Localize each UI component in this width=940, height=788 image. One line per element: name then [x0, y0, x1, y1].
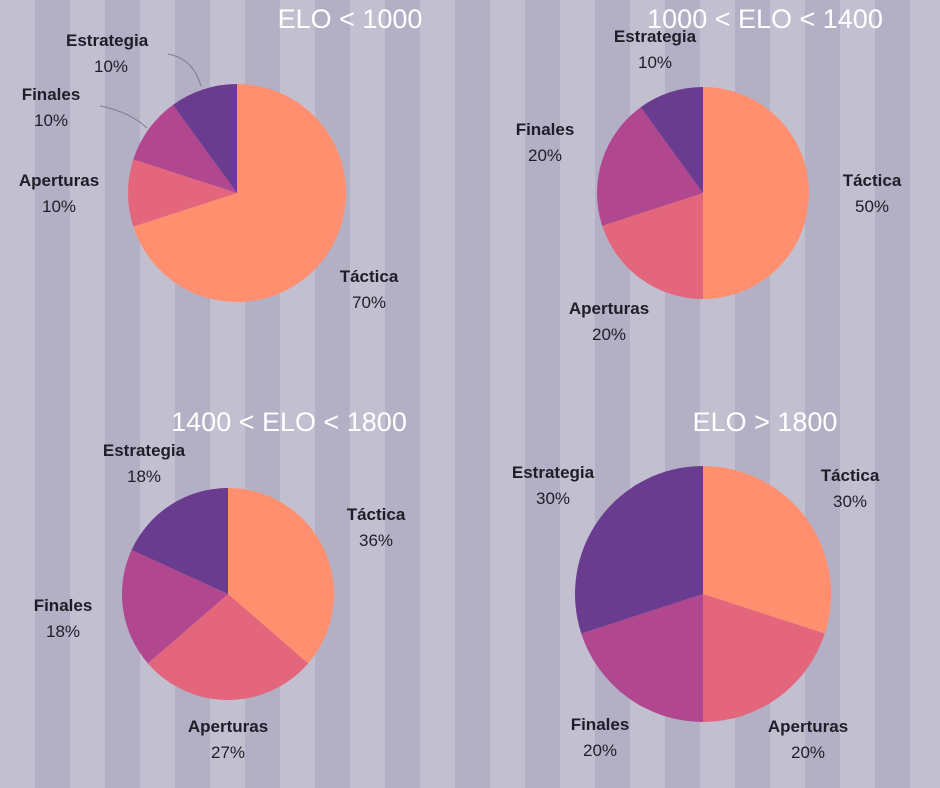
percent-tactica: 30% — [833, 492, 867, 511]
percent-estrategia: 10% — [94, 57, 128, 76]
label-tactica: Táctica — [347, 505, 406, 524]
percent-aperturas: 10% — [42, 197, 76, 216]
percent-finales: 18% — [46, 622, 80, 641]
percent-aperturas: 20% — [592, 325, 626, 344]
pie-chart-elo-1400-1800: 1400 < ELO < 1800 Estrategia 18% Táctica… — [34, 407, 407, 762]
label-tactica: Táctica — [821, 466, 880, 485]
label-aperturas: Aperturas — [768, 717, 848, 736]
percent-finales: 20% — [583, 741, 617, 760]
percent-aperturas: 20% — [791, 743, 825, 762]
pie-slice-finales — [133, 104, 237, 193]
percent-estrategia: 10% — [638, 53, 672, 72]
pie-slice-estrategia — [574, 466, 703, 634]
label-estrategia: Estrategia — [103, 441, 186, 460]
pie-slice-finales — [122, 549, 228, 664]
percent-tactica: 70% — [352, 293, 386, 312]
pie-slice-finales — [581, 594, 703, 722]
percent-estrategia: 30% — [536, 489, 570, 508]
pie-slice-estrategia — [640, 87, 703, 193]
label-tactica: Táctica — [340, 267, 399, 286]
pie-slice-tactica — [703, 466, 832, 634]
label-aperturas: Aperturas — [19, 171, 99, 190]
percent-finales: 10% — [34, 111, 68, 130]
pie-chart-elo-over-1800: ELO > 1800 Estrategia 30% Táctica 30% Fi… — [512, 407, 880, 762]
pie-slice-aperturas — [703, 594, 825, 722]
label-tactica: Táctica — [843, 171, 902, 190]
label-finales: Finales — [22, 85, 81, 104]
pie-slice-aperturas — [602, 193, 703, 299]
pie-slice-finales — [596, 107, 703, 226]
label-estrategia: Estrategia — [512, 463, 595, 482]
chart-title: 1400 < ELO < 1800 — [171, 407, 407, 437]
label-estrategia: Estrategia — [66, 31, 149, 50]
label-aperturas: Aperturas — [188, 717, 268, 736]
percent-tactica: 50% — [855, 197, 889, 216]
percent-finales: 20% — [528, 146, 562, 165]
chart-title: 1000 < ELO < 1400 — [647, 4, 883, 34]
pie-slice-tactica — [703, 87, 809, 299]
pie-slice-estrategia — [131, 488, 228, 594]
pie-chart-elo-1000-1400: 1000 < ELO < 1400 Estrategia 10% Finales… — [516, 4, 902, 344]
chart-title: ELO < 1000 — [278, 4, 423, 34]
label-finales: Finales — [516, 120, 575, 139]
leader-line-estrategia — [167, 53, 202, 87]
pie-slice-estrategia — [172, 84, 237, 193]
percent-tactica: 36% — [359, 531, 393, 550]
label-aperturas: Aperturas — [569, 299, 649, 318]
chart-title: ELO > 1800 — [693, 407, 838, 437]
percent-aperturas: 27% — [211, 743, 245, 762]
label-finales: Finales — [34, 596, 93, 615]
pie-slice-tactica — [228, 488, 335, 664]
label-estrategia: Estrategia — [614, 27, 697, 46]
leader-line-finales — [99, 105, 148, 129]
pie-slice-aperturas — [147, 594, 309, 701]
percent-estrategia: 18% — [127, 467, 161, 486]
pie-slice-aperturas — [127, 159, 237, 227]
pie-chart-elo-under-1000: ELO < 1000 Estrategia 10% Finales 10% Ap… — [19, 4, 423, 312]
label-finales: Finales — [571, 715, 630, 734]
pie-slice-tactica — [133, 84, 346, 302]
